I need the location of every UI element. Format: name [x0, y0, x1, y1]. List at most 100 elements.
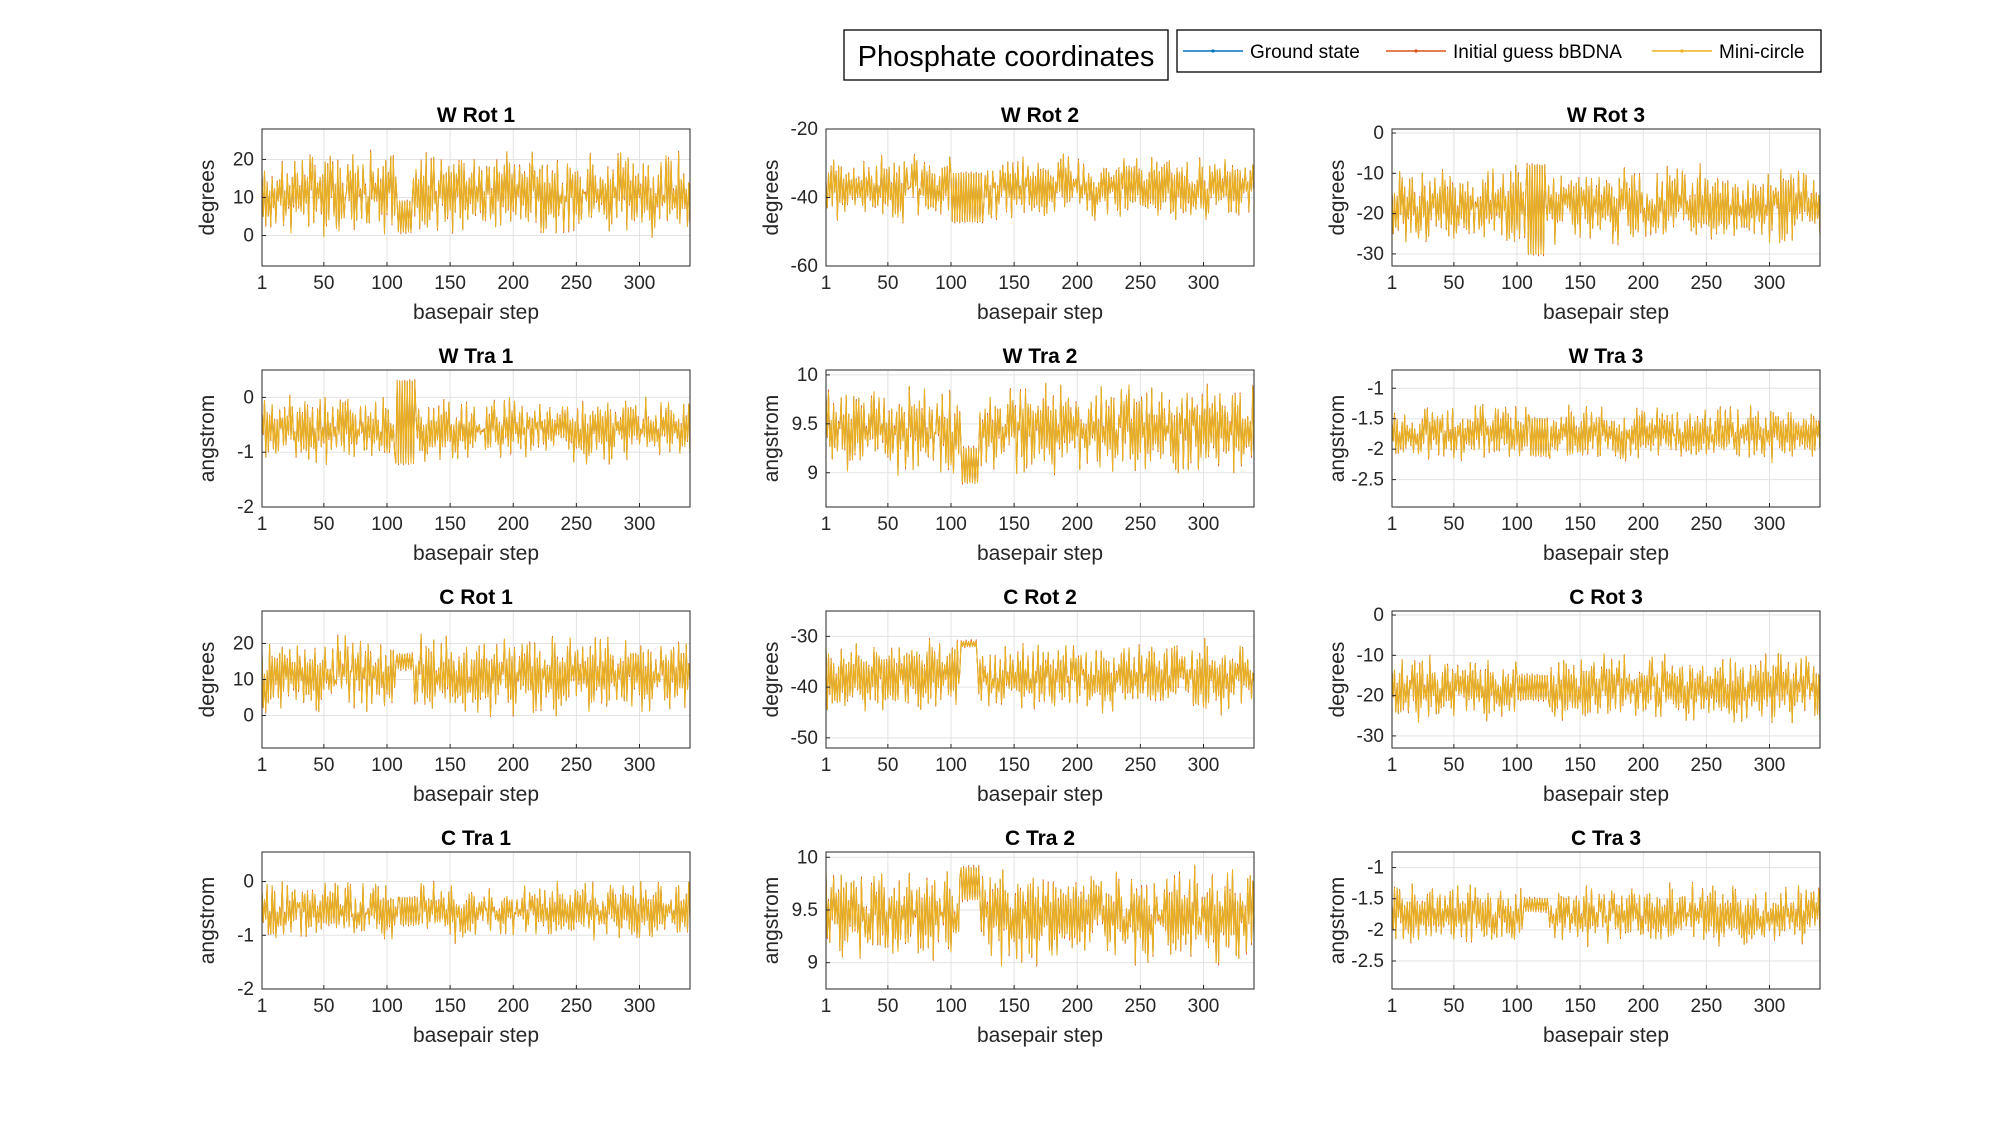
x-tick-label: 250: [1125, 273, 1157, 294]
axes-frame: [1391, 128, 1821, 267]
y-tick-label: -2: [1367, 920, 1384, 941]
x-tick-label: 250: [561, 755, 593, 776]
x-tick-label: 150: [434, 996, 466, 1017]
x-axis-label: basepair step: [413, 783, 539, 806]
y-tick-label: -10: [1357, 645, 1384, 666]
super-title-box: Phosphate coordinates: [843, 29, 1169, 81]
x-tick-label: 250: [1125, 514, 1157, 535]
subplot-title: W Tra 1: [439, 345, 514, 368]
x-tick-label: 300: [1754, 996, 1786, 1017]
x-tick-label: 100: [1501, 755, 1533, 776]
legend-entry-mini-circle[interactable]: Mini-circle: [1652, 42, 1805, 63]
x-tick-label: 300: [624, 996, 656, 1017]
x-tick-label: 100: [371, 514, 403, 535]
x-tick-label: 200: [497, 273, 529, 294]
x-tick-label: 1: [1387, 514, 1398, 535]
legend-entry-ground-state[interactable]: Ground state: [1183, 42, 1360, 63]
x-tick-label: 250: [561, 273, 593, 294]
series-line-mini-circle: [261, 634, 691, 717]
x-tick-label: 150: [1564, 273, 1596, 294]
x-tick-label: 50: [1443, 755, 1464, 776]
x-tick-label: 200: [1627, 755, 1659, 776]
super-title-frame: [843, 29, 1169, 81]
subplot-c-tra-3: 1 50 100 150 200 250 300-2.5-2-1.5-1C Tra 3bas…: [1326, 827, 1821, 1047]
axes-frame: [261, 851, 691, 990]
x-tick-label: 300: [1188, 273, 1220, 294]
x-tick-label: 50: [313, 755, 334, 776]
legend-marker-initial-guess: [1414, 49, 1418, 53]
y-tick-label: -1: [237, 442, 254, 463]
x-tick-label: 150: [1564, 996, 1596, 1017]
y-tick-label: 10: [233, 670, 254, 691]
x-axis-label: basepair step: [977, 1024, 1103, 1047]
y-tick-label: -2.5: [1351, 470, 1384, 491]
x-tick-label: 1: [821, 273, 832, 294]
x-tick-label: 150: [998, 514, 1030, 535]
axes-frame: [261, 369, 691, 508]
x-tick-label: 200: [1061, 996, 1093, 1017]
series-line-mini-circle: [261, 880, 691, 943]
x-tick-label: 250: [1691, 755, 1723, 776]
subplot-title: C Rot 3: [1569, 586, 1643, 609]
x-axis-label: basepair step: [977, 542, 1103, 565]
legend[interactable]: Ground state Initial guess bBDNA Mini-ci…: [1176, 29, 1822, 73]
axes-frame: [1391, 851, 1821, 990]
x-tick-label: 150: [998, 273, 1030, 294]
subplot-title: W Rot 1: [437, 104, 515, 127]
x-tick-label: 150: [998, 755, 1030, 776]
axes-frame: [1391, 369, 1821, 508]
y-axis-label: degrees: [1326, 160, 1349, 236]
x-tick-label: 1: [1387, 273, 1398, 294]
x-axis-label: basepair step: [977, 783, 1103, 806]
x-tick-label: 250: [1691, 273, 1723, 294]
x-tick-label: 250: [1691, 996, 1723, 1017]
series-line-mini-circle: [1391, 404, 1821, 464]
y-tick-label: -20: [1357, 204, 1384, 225]
series-line-mini-circle: [261, 151, 691, 238]
legend-entry-initial-guess[interactable]: Initial guess bBDNA: [1386, 42, 1622, 63]
x-tick-label: 1: [821, 996, 832, 1017]
x-tick-label: 150: [1564, 755, 1596, 776]
subplot-title: C Tra 3: [1571, 827, 1641, 850]
legend-frame: [1176, 29, 1822, 73]
x-tick-label: 150: [434, 514, 466, 535]
y-tick-label: -40: [791, 677, 818, 698]
subplot-w-tra-3: 1 50 100 150 200 250 300-2.5-2-1.5-1W Tra 3bas…: [1326, 345, 1821, 565]
x-axis-label: basepair step: [1543, 783, 1669, 806]
x-tick-label: 300: [1754, 514, 1786, 535]
x-tick-label: 50: [1443, 514, 1464, 535]
x-tick-label: 300: [1754, 273, 1786, 294]
y-axis-label: degrees: [760, 160, 783, 236]
x-tick-label: 50: [1443, 273, 1464, 294]
y-axis-label: angstrom: [1326, 877, 1349, 965]
x-axis-label: basepair step: [1543, 542, 1669, 565]
y-tick-label: -1: [1367, 378, 1384, 399]
y-tick-label: 9.5: [792, 414, 818, 435]
y-tick-label: 10: [233, 188, 254, 209]
y-tick-label: -1.5: [1351, 409, 1384, 430]
y-tick-label: 0: [243, 706, 254, 727]
series-line-mini-circle: [825, 864, 1255, 967]
x-tick-label: 100: [371, 273, 403, 294]
x-axis-label: basepair step: [977, 301, 1103, 324]
x-tick-label: 200: [497, 514, 529, 535]
x-tick-label: 100: [935, 755, 967, 776]
x-tick-label: 100: [1501, 273, 1533, 294]
subplot-title: C Tra 1: [441, 827, 511, 850]
series-line-mini-circle: [825, 382, 1255, 484]
series-line-mini-circle: [1391, 164, 1821, 255]
axes-frame: [825, 369, 1255, 508]
x-tick-label: 100: [371, 996, 403, 1017]
y-tick-label: 0: [243, 226, 254, 247]
x-tick-label: 1: [257, 996, 268, 1017]
y-tick-label: 10: [797, 365, 818, 386]
x-tick-label: 300: [1188, 996, 1220, 1017]
y-tick-label: 0: [1373, 123, 1384, 144]
legend-marker-ground-state: [1211, 49, 1215, 53]
x-tick-label: 150: [998, 996, 1030, 1017]
y-tick-label: -20: [1357, 686, 1384, 707]
